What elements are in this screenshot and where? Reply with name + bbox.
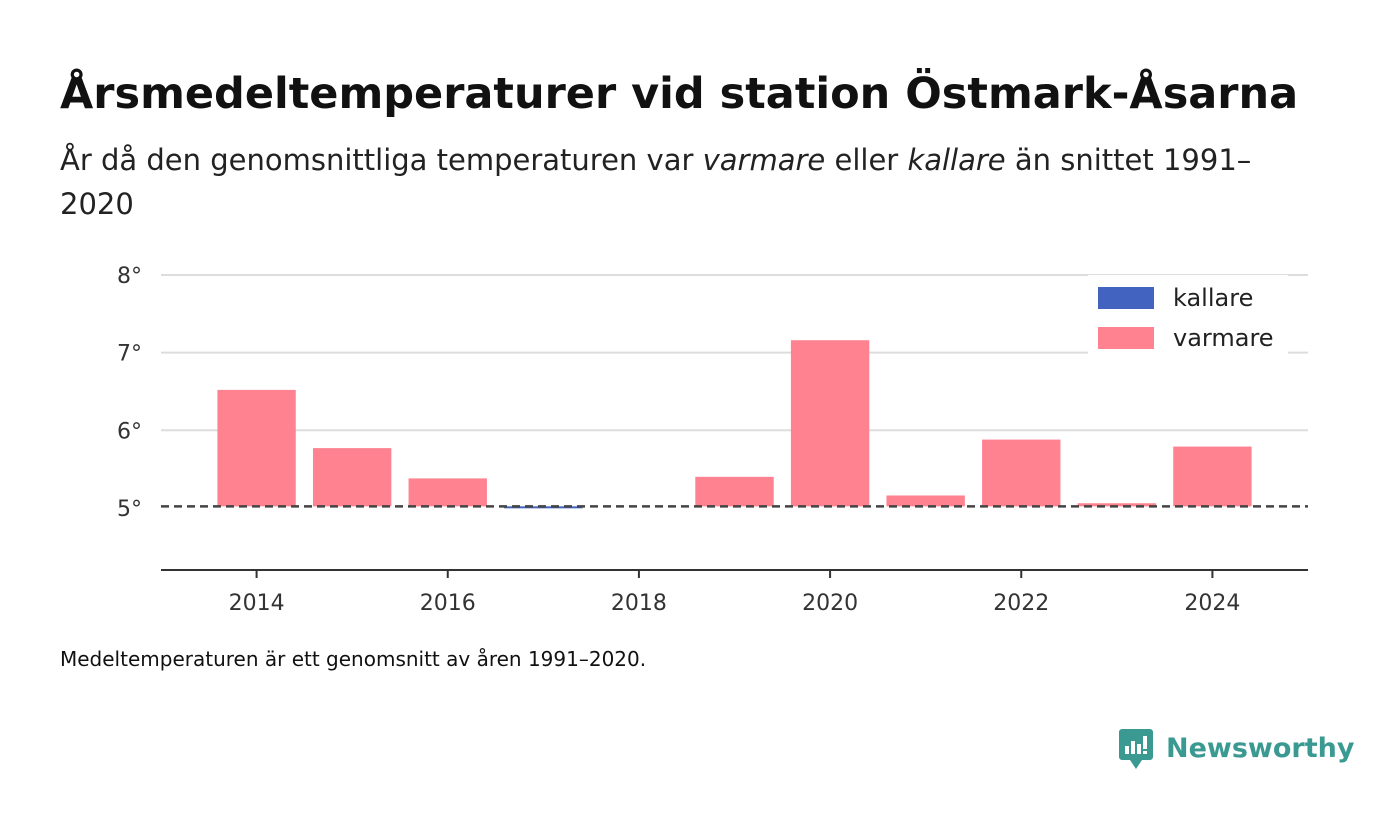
subtitle-warmer: varmare — [702, 143, 826, 177]
bar-2015 — [312, 448, 392, 507]
brand-name: Newsworthy — [1166, 733, 1355, 764]
bar-2016 — [408, 478, 487, 507]
chart-title: Årsmedeltemperaturer vid station Östmark… — [60, 69, 1299, 119]
y-tick-label-6: 6° — [117, 419, 142, 444]
legend: kallare varmare — [1088, 275, 1288, 355]
y-tick-label-8: 8° — [117, 264, 142, 289]
y-tick-label-5: 5° — [117, 497, 142, 522]
subtitle-part-1: År då den genomsnittliga temperaturen va… — [60, 143, 703, 177]
y-axis-ticks: 5° 6° 7° 8° — [117, 264, 142, 522]
legend-label-varmare: varmare — [1173, 324, 1274, 352]
chart-subtitle: År då den genomsnittliga temperaturen va… — [60, 138, 1300, 226]
x-tick-label-2022: 2022 — [993, 591, 1049, 616]
x-axis: 2014 2016 2018 2020 2022 2024 — [161, 569, 1308, 616]
bar-2014 — [217, 389, 296, 507]
legend-swatch-kallare — [1098, 287, 1154, 309]
bar-2022 — [982, 439, 1061, 507]
bars — [217, 340, 1252, 509]
bar-2023 — [1077, 503, 1157, 507]
brand-logo: Newsworthy — [1118, 726, 1354, 772]
x-tick-label-2024: 2024 — [1184, 591, 1240, 616]
subtitle-part-2: eller — [825, 143, 908, 177]
x-tick-label-2020: 2020 — [802, 591, 858, 616]
bar-2021 — [886, 495, 965, 507]
legend-swatch-varmare — [1098, 327, 1154, 349]
footnote: Medeltemperaturen är ett genomsnitt av å… — [60, 647, 647, 671]
bar-2024 — [1173, 446, 1252, 507]
x-tick-label-2014: 2014 — [229, 591, 285, 616]
y-tick-label-7: 7° — [117, 342, 142, 367]
bar-2019 — [695, 476, 774, 507]
subtitle-colder: kallare — [907, 143, 1006, 177]
subtitle-part-3: än snittet 1991–2020 — [60, 143, 1252, 221]
legend-label-kallare: kallare — [1173, 284, 1253, 312]
bar-2020 — [790, 340, 870, 507]
x-tick-label-2016: 2016 — [420, 591, 476, 616]
x-tick-label-2018: 2018 — [611, 591, 667, 616]
newsworthy-logo-icon — [1119, 729, 1153, 769]
